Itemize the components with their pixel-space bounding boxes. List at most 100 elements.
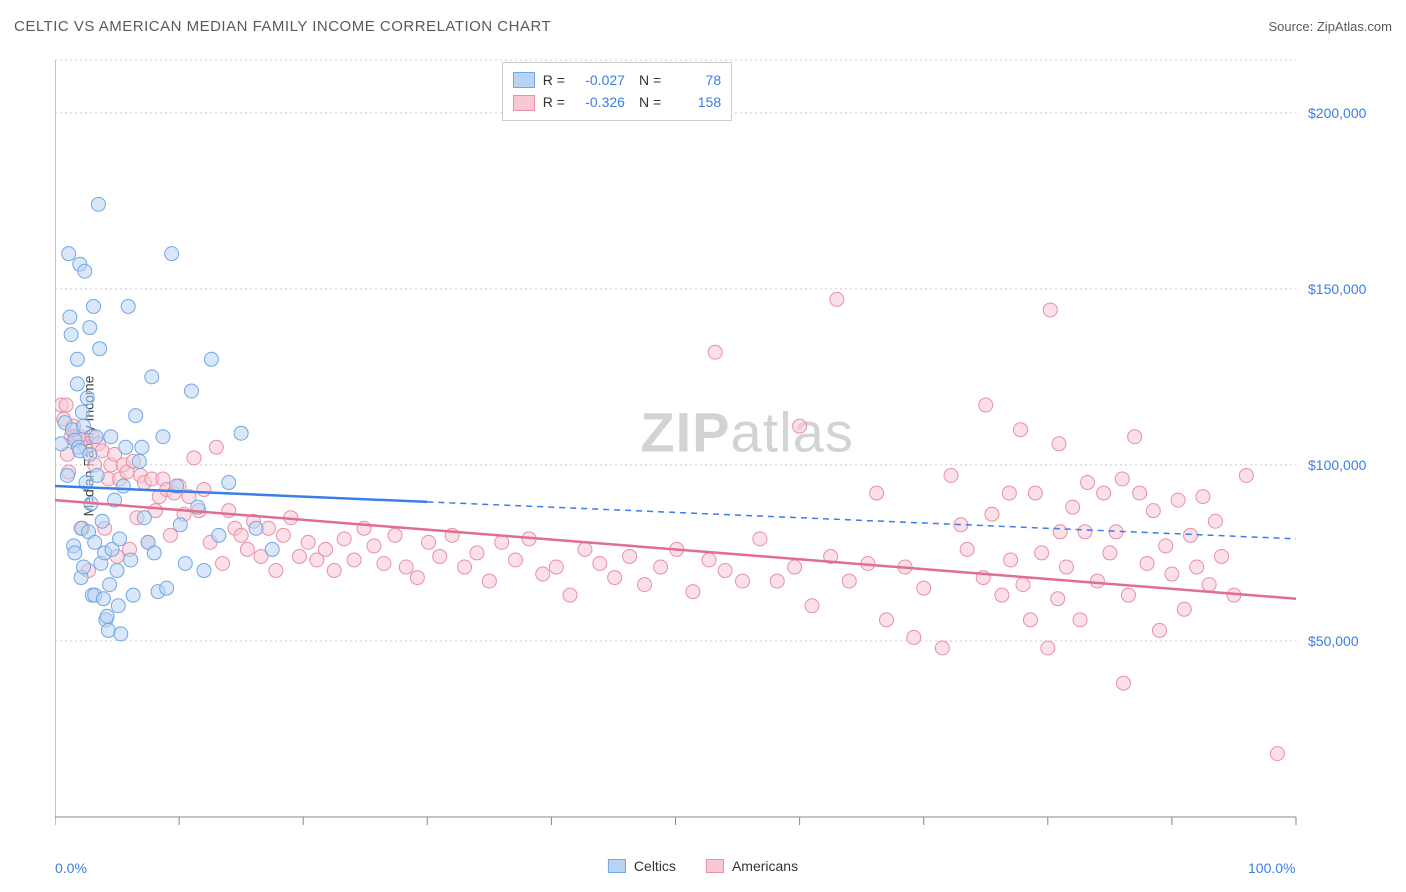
data-point-americans [1215,549,1229,563]
data-point-americans [1051,592,1065,606]
data-point-celtics [129,409,143,423]
data-point-americans [1152,623,1166,637]
data-point-celtics [91,197,105,211]
data-point-americans [536,567,550,581]
data-point-celtics [90,468,104,482]
legend-swatch [608,859,626,873]
data-point-celtics [104,430,118,444]
data-point-americans [508,553,522,567]
data-point-americans [1004,553,1018,567]
data-point-americans [327,564,341,578]
data-point-americans [1028,486,1042,500]
data-point-americans [593,556,607,570]
data-point-celtics [124,553,138,567]
data-point-americans [718,564,732,578]
data-point-americans [470,546,484,560]
data-point-celtics [64,328,78,342]
data-point-celtics [89,430,103,444]
data-point-americans [59,398,73,412]
data-point-americans [1066,500,1080,514]
data-point-celtics [147,546,161,560]
data-point-americans [1053,525,1067,539]
data-point-americans [1090,574,1104,588]
data-point-celtics [100,609,114,623]
data-point-americans [788,560,802,574]
data-point-celtics [68,546,82,560]
data-point-americans [269,564,283,578]
data-point-americans [1121,588,1135,602]
data-point-celtics [185,384,199,398]
data-point-americans [319,542,333,556]
data-point-americans [1002,486,1016,500]
data-point-celtics [249,521,263,535]
data-point-celtics [93,342,107,356]
data-point-americans [686,585,700,599]
data-point-americans [216,556,230,570]
data-point-celtics [114,627,128,641]
trendline-celtics-extrapolated [427,502,1296,539]
data-point-americans [1177,602,1191,616]
data-point-celtics [78,264,92,278]
data-point-americans [1013,423,1027,437]
data-point-americans [234,528,248,542]
data-point-celtics [156,430,170,444]
data-point-americans [1165,567,1179,581]
data-point-americans [1023,613,1037,627]
data-point-americans [1097,486,1111,500]
data-point-americans [1239,468,1253,482]
data-point-americans [347,553,361,567]
data-point-americans [1171,493,1185,507]
data-point-americans [1140,556,1154,570]
data-point-celtics [77,560,91,574]
data-point-americans [1184,528,1198,542]
y-tick-label: $200,000 [1308,105,1367,121]
legend-row-celtics: R =-0.027N =78 [513,69,721,91]
data-point-americans [163,528,177,542]
data-point-celtics [212,528,226,542]
data-point-americans [793,419,807,433]
data-point-americans [388,528,402,542]
data-point-celtics [110,564,124,578]
data-point-americans [702,553,716,567]
data-point-americans [410,571,424,585]
data-point-celtics [83,321,97,335]
data-point-americans [1117,676,1131,690]
data-point-americans [879,613,893,627]
data-point-americans [399,560,413,574]
data-point-americans [1196,490,1210,504]
data-point-americans [563,588,577,602]
data-point-celtics [111,599,125,613]
data-point-celtics [80,391,94,405]
data-point-americans [240,542,254,556]
data-point-americans [95,444,109,458]
data-point-americans [830,292,844,306]
data-point-americans [907,630,921,644]
data-point-celtics [101,623,115,637]
x-axis-min-label: 0.0% [55,860,87,876]
data-point-americans [1016,578,1030,592]
data-point-americans [433,549,447,563]
data-point-americans [1146,504,1160,518]
data-point-celtics [178,556,192,570]
data-point-americans [708,345,722,359]
data-point-americans [197,483,211,497]
data-point-americans [608,571,622,585]
data-point-celtics [75,405,89,419]
y-tick-label: $50,000 [1308,633,1359,649]
data-point-celtics [234,426,248,440]
legend-swatch [706,859,724,873]
data-point-americans [654,560,668,574]
y-tick-label: $100,000 [1308,457,1367,473]
legend-row-americans: R =-0.326N =158 [513,91,721,113]
data-point-americans [1159,539,1173,553]
data-point-americans [1270,747,1284,761]
legend-swatch [513,95,535,111]
chart-source: Source: ZipAtlas.com [1268,19,1392,34]
data-point-celtics [96,592,110,606]
data-point-americans [960,542,974,556]
data-point-celtics [60,468,74,482]
legend-swatch [513,72,535,88]
data-point-celtics [103,578,117,592]
data-point-americans [979,398,993,412]
data-point-americans [995,588,1009,602]
